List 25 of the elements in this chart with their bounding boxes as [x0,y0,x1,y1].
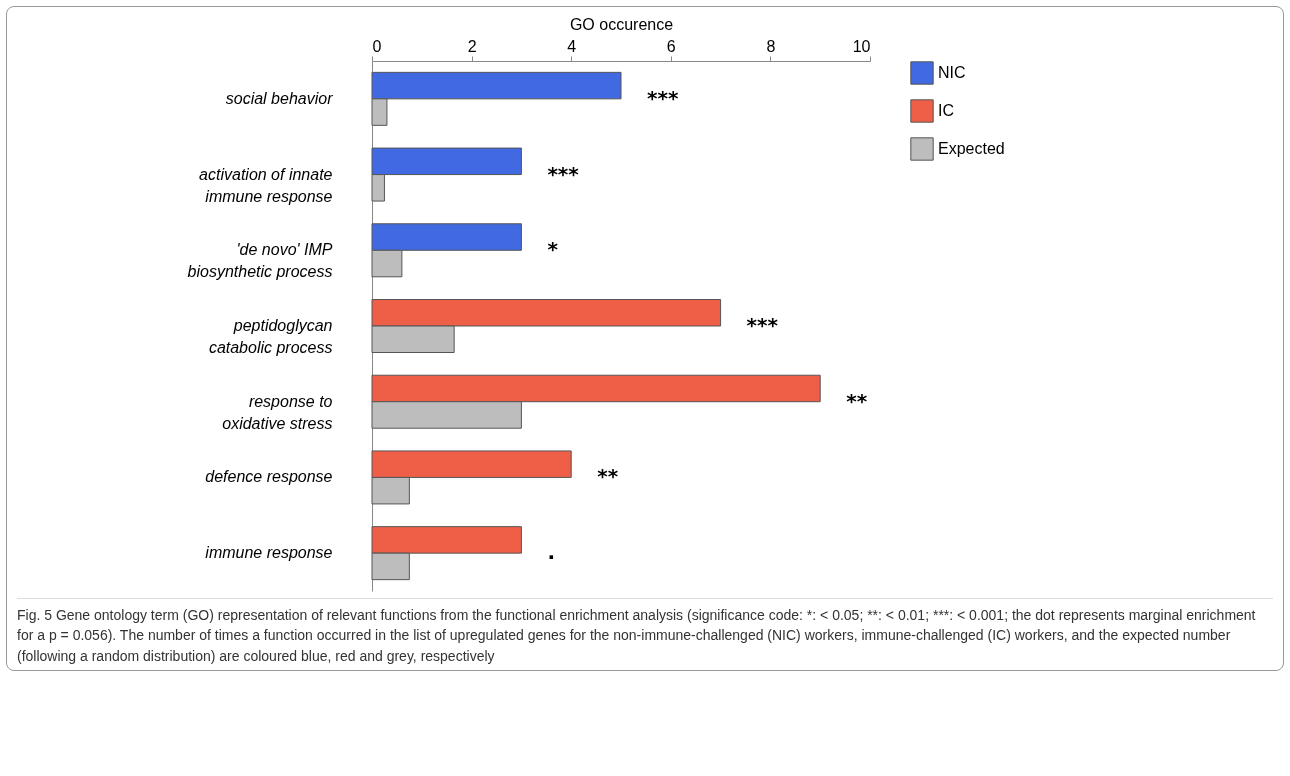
y-tick-label: peptidoglycan catabolic process [208,317,333,356]
x-tick-label: 4 [567,37,577,55]
x-axis-title: GO occurence [569,15,674,33]
y-tick-label: response to oxidative stress [222,392,333,432]
caption: Fig. 5 Gene ontology term (GO) representation of relevant functions from the functional enrichment analysis (significance code: *: < 0.05; **: < 0.01; ***: < 0.001; the dot represents marginal enrichment for a p = 0.056). The number of times a function occurred in the list of upregulated genes for the non-immune-challenged (NIC) workers, immune-challenged (IC) workers, and the expected number (following a random distribution) are coloured blue, red and grey, respectively [17,606,1257,666]
x-tick-label: 6 [666,37,676,55]
annotation: ** [846,388,868,413]
legend-label: NIC [938,64,966,81]
annotation: * [547,237,559,262]
x-tick-label: 2 [467,37,477,55]
annotation: ** [597,464,619,489]
annotation: *** [547,161,580,186]
y-tick-label: activation of innate immune response [199,165,333,205]
y-tick-label: 'de novo' IMP biosynthetic process [187,241,333,281]
y-tick-label: social behavior [225,89,334,107]
legend-label: Expected [938,140,1005,157]
annotation: *** [647,85,679,110]
y-tick-label: defence response [205,468,333,486]
x-tick-label: 8 [766,37,776,55]
annotation: . [547,540,556,565]
x-tick-label: 10 [852,37,871,55]
x-tick-label: 0 [372,37,382,55]
y-tick-label: immune response [205,544,333,562]
legend-label: IC [938,102,954,119]
annotation: *** [746,313,779,337]
